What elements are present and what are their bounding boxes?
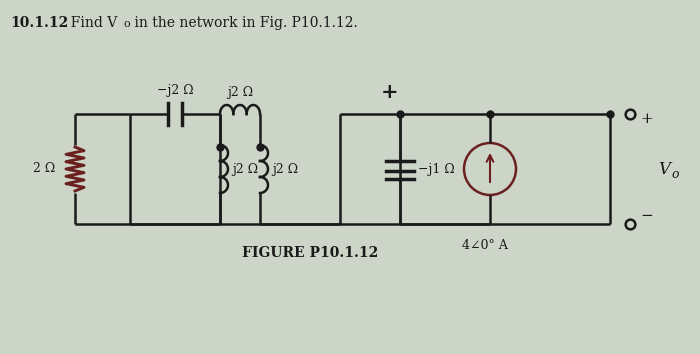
Text: −j1 Ω: −j1 Ω (418, 162, 455, 176)
Text: −j2 Ω: −j2 Ω (157, 84, 193, 97)
Text: +: + (382, 82, 399, 102)
Text: +: + (640, 112, 652, 126)
Text: o: o (671, 167, 678, 181)
Text: FIGURE P10.1.12: FIGURE P10.1.12 (242, 246, 378, 260)
Text: j2 Ω: j2 Ω (232, 162, 258, 176)
Text: V: V (658, 160, 670, 177)
Text: 2 Ω: 2 Ω (33, 162, 55, 176)
Text: j2 Ω: j2 Ω (272, 162, 298, 176)
Text: in the network in Fig. P10.1.12.: in the network in Fig. P10.1.12. (130, 16, 358, 30)
Text: 10.1.12: 10.1.12 (10, 16, 69, 30)
Text: −: − (640, 209, 652, 223)
Text: j2 Ω: j2 Ω (227, 86, 253, 99)
Text: 4∠0° A: 4∠0° A (462, 239, 508, 252)
Text: o: o (123, 19, 130, 29)
Text: Find V: Find V (62, 16, 118, 30)
